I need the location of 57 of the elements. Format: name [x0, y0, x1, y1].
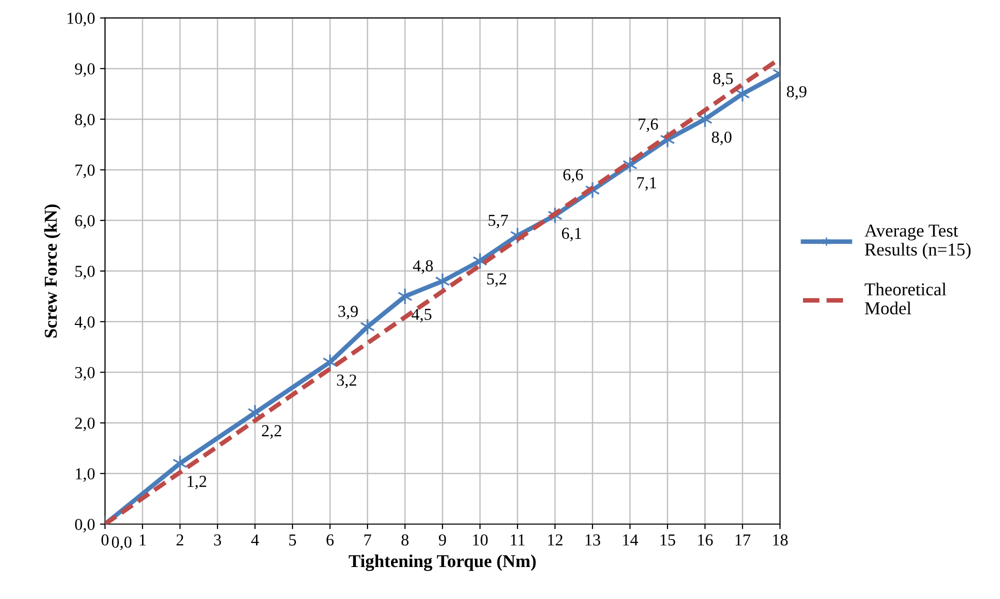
- y-tick-label: 1,0: [76, 468, 95, 482]
- y-tick-label: 2,0: [75, 418, 95, 432]
- data-label: 4,5: [412, 308, 432, 322]
- x-tick-label: 14: [623, 534, 638, 546]
- data-label: 7,1: [637, 177, 656, 191]
- x-tick-label: 4: [251, 534, 259, 546]
- data-label: 4,8: [412, 260, 433, 274]
- x-tick-label: 10: [473, 534, 488, 546]
- data-label: 8,9: [786, 86, 806, 100]
- data-label: 6,6: [563, 169, 583, 183]
- point: [360, 318, 375, 336]
- x-tick-label: 5: [289, 534, 296, 546]
- y-axis-title: Screw Force (kN): [44, 204, 61, 338]
- y-tick-label: 6,0: [75, 215, 95, 229]
- y-tick-label: 10,0: [68, 12, 95, 26]
- data-label: 2,2: [262, 425, 282, 439]
- point: [435, 272, 450, 290]
- y-tick-label: 8,0: [75, 114, 95, 128]
- point: [398, 288, 412, 305]
- y-tick-label: 0,0: [75, 518, 95, 532]
- x-tick-label: 16: [698, 534, 713, 546]
- data-label: 3,9: [338, 306, 358, 320]
- point: [322, 354, 338, 371]
- x-tick-label: 0: [101, 534, 109, 546]
- x-tick-label: 15: [660, 534, 676, 546]
- x-tick-label: 8: [401, 534, 409, 546]
- x-tick-label: 7: [364, 534, 372, 546]
- point: [735, 85, 750, 102]
- y-tick-label: 4,0: [74, 316, 95, 330]
- x-tick-label: 13: [586, 534, 600, 546]
- data-label: 3,2: [337, 374, 356, 388]
- point: [472, 252, 488, 270]
- x-tick-label: 2: [176, 534, 184, 546]
- x-tick-label: 17: [736, 534, 750, 546]
- legend-label: Average Test Results (n=15): [864, 224, 971, 260]
- y-tick-label: 9,0: [74, 63, 95, 77]
- data-label: 1,2: [188, 476, 206, 490]
- x-tick-label: 18: [773, 534, 788, 546]
- legend-label: Theoretical Model: [864, 282, 946, 314]
- data-label: 5,2: [487, 273, 506, 287]
- point: [172, 454, 188, 472]
- x-tick-label: 1: [140, 534, 146, 546]
- x-tick-label: 12: [548, 534, 562, 546]
- data-label: 0,0: [112, 536, 132, 550]
- y-tick-label: 7,0: [76, 164, 95, 178]
- data-label: 6,1: [562, 228, 582, 242]
- x-tick-label: 6: [326, 534, 334, 546]
- y-tick-label: 5,0: [75, 266, 95, 280]
- x-tick-label: 9: [438, 534, 446, 546]
- data-label: 5,7: [488, 214, 508, 228]
- x-tick-label: 11: [510, 534, 525, 546]
- x-tick-label: 3: [214, 534, 222, 546]
- x-axis-title: Tightening Torque (Nm): [348, 554, 536, 572]
- data-label: 8,0: [712, 132, 732, 146]
- data-label: 8,5: [713, 72, 733, 87]
- y-tick-label: 3,0: [75, 366, 95, 381]
- data-label: 7,6: [638, 118, 658, 132]
